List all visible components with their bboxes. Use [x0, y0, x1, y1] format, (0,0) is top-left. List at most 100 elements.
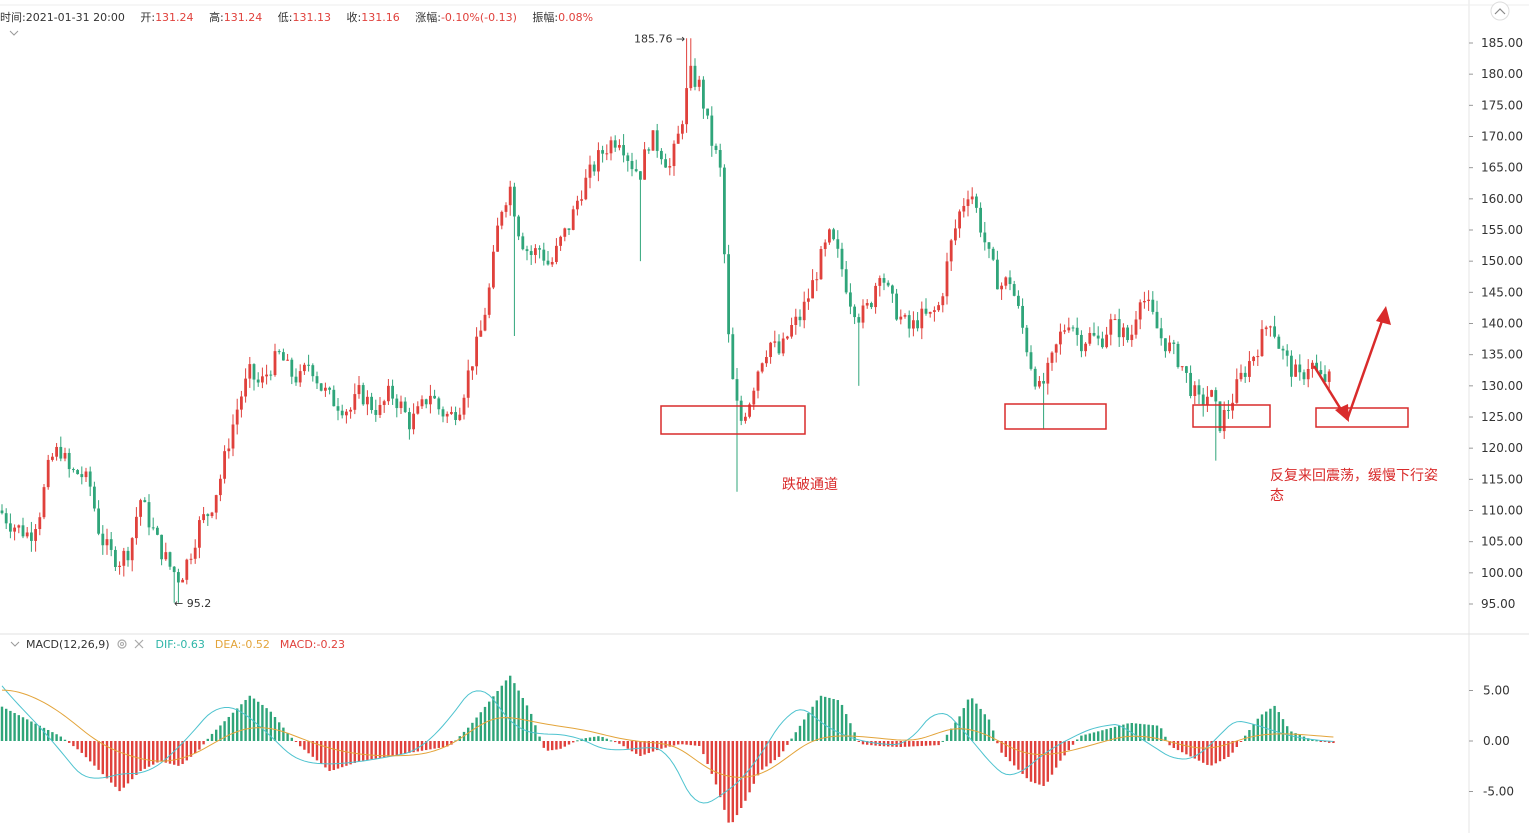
- candle-body: [370, 396, 373, 410]
- macd-histogram-bar: [1160, 728, 1163, 741]
- candle-body: [1046, 362, 1050, 384]
- macd-histogram-bar: [1042, 741, 1045, 786]
- candle-body: [1197, 385, 1201, 395]
- candle-body: [970, 196, 974, 200]
- macd-histogram-bar: [702, 741, 705, 755]
- close-icon[interactable]: [134, 639, 144, 649]
- macd-histogram-bar: [261, 704, 264, 741]
- macd-histogram-bar: [1332, 741, 1335, 744]
- macd-histogram-bar: [370, 741, 373, 760]
- candle-body: [1092, 332, 1096, 336]
- candlestick: [802, 291, 806, 329]
- candle-body: [1231, 402, 1234, 411]
- candle-body: [1126, 327, 1129, 341]
- gear-icon[interactable]: [116, 638, 128, 650]
- candle-body: [483, 314, 487, 331]
- macd-histogram-bar: [353, 741, 356, 763]
- macd-histogram-bar: [1017, 741, 1020, 770]
- up-arrow-line: [1345, 317, 1385, 421]
- macd-histogram-bar: [803, 719, 806, 741]
- candlestick: [109, 531, 113, 557]
- candle-body: [916, 320, 919, 329]
- candle-body: [790, 325, 793, 337]
- scroll-up-icon[interactable]: [1490, 1, 1510, 21]
- price-axis-tick-label: 175.00: [1481, 98, 1523, 112]
- candle-body: [987, 242, 991, 249]
- candle-body: [416, 406, 420, 414]
- high-marker-label: 185.76 →: [634, 32, 685, 45]
- macd-histogram-bar: [1273, 705, 1276, 741]
- candle-body: [156, 527, 159, 535]
- macd-axis-tick-label: 0.00: [1483, 734, 1510, 748]
- macd-histogram-bar: [1206, 741, 1209, 765]
- candlestick: [903, 313, 907, 319]
- candlestick: [714, 143, 718, 154]
- macd-histogram-bar: [173, 741, 176, 765]
- macd-histogram-bar: [26, 719, 29, 741]
- candle-body: [1134, 319, 1138, 335]
- candle-body: [1302, 372, 1306, 380]
- candle-body: [693, 65, 697, 87]
- candlestick: [996, 250, 999, 290]
- candle-body: [4, 513, 8, 524]
- macd-histogram-bar: [1323, 741, 1327, 743]
- price-axis-tick-label: 100.00: [1481, 566, 1523, 580]
- candle-body: [534, 248, 537, 255]
- macd-histogram-bar: [1189, 741, 1192, 757]
- candle-body: [647, 149, 651, 151]
- macd-histogram-bar: [215, 729, 218, 741]
- candle-body: [714, 145, 718, 151]
- candlestick: [458, 407, 462, 422]
- macd-histogram-bar: [509, 675, 512, 741]
- candlestick: [471, 366, 474, 380]
- candlestick: [912, 311, 915, 337]
- candle-body: [1080, 334, 1083, 352]
- candlestick: [970, 187, 974, 205]
- candle-body: [815, 279, 819, 281]
- time-label: 时间:: [0, 11, 26, 24]
- macd-histogram-bar: [668, 741, 671, 747]
- candlestick: [928, 311, 932, 318]
- candle-body: [1109, 319, 1113, 335]
- candlestick: [954, 219, 957, 246]
- candle-body: [836, 239, 840, 249]
- macd-histogram-bar: [710, 741, 713, 774]
- candle-body: [374, 409, 378, 415]
- macd-histogram-bar: [1055, 741, 1058, 768]
- macd-histogram-bar: [1147, 724, 1150, 741]
- macd-histogram-bar: [1029, 741, 1033, 782]
- macd-histogram-bar: [55, 734, 58, 741]
- price-axis-tick-label: 165.00: [1481, 161, 1523, 175]
- candle-body: [454, 412, 457, 420]
- macd-histogram-bar: [1248, 730, 1251, 741]
- chevron-down-icon[interactable]: [10, 639, 20, 649]
- candlestick: [559, 235, 562, 251]
- macd-histogram-bar: [1155, 725, 1159, 741]
- macd-histogram-bar: [366, 741, 369, 760]
- macd-histogram-bar: [1277, 712, 1280, 741]
- macd-histogram-bar: [933, 741, 936, 746]
- candle-body: [0, 510, 4, 514]
- candle-body: [924, 308, 928, 314]
- macd-histogram-bar: [1223, 741, 1226, 760]
- candle-body: [811, 280, 814, 299]
- macd-histogram-bar: [185, 741, 188, 761]
- macd-histogram-bar: [731, 741, 734, 823]
- candlestick: [1088, 327, 1092, 346]
- macd-histogram-bar: [1084, 734, 1087, 741]
- chevron-down-icon[interactable]: [8, 28, 20, 38]
- candle-body: [979, 207, 982, 233]
- macd-histogram-bar: [1202, 741, 1205, 763]
- candle-body: [114, 549, 117, 567]
- macd-histogram-bar: [1008, 741, 1012, 762]
- candlestick: [496, 217, 499, 252]
- macd-histogram-bar: [1139, 723, 1142, 741]
- candlestick: [1306, 359, 1310, 388]
- candle-body: [1193, 385, 1197, 396]
- candlestick: [445, 411, 449, 424]
- candlestick: [135, 507, 138, 545]
- candlestick: [206, 513, 210, 526]
- candlestick: [1126, 324, 1129, 343]
